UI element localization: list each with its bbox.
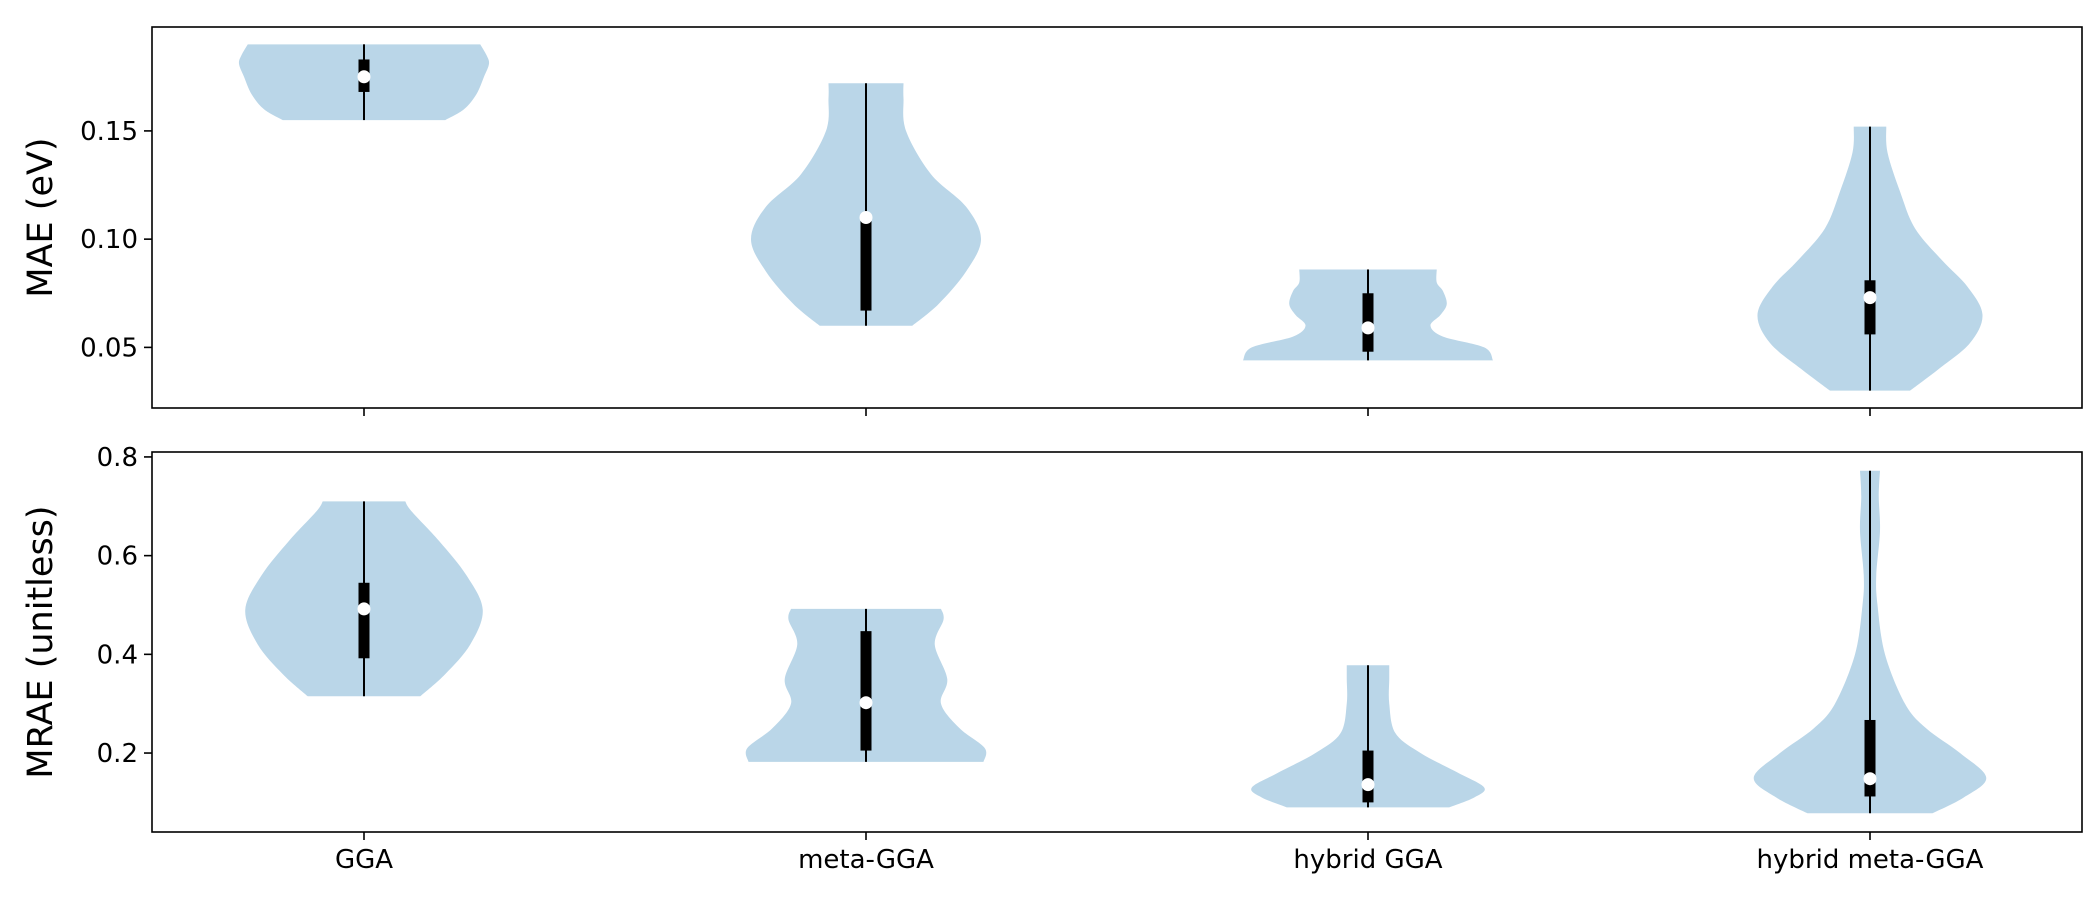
mrae-y-tick-label: 0.2 xyxy=(97,739,138,769)
mrae-median-point-hybrid-gga xyxy=(1361,778,1375,792)
mae-median-point-hybrid-gga xyxy=(1361,321,1375,335)
mrae-axes-frame xyxy=(151,451,2083,833)
mae-iqr-box-meta-gga xyxy=(860,217,872,311)
x-tick-label-gga: GGA xyxy=(335,845,393,875)
mae-y-tick-label: 0.15 xyxy=(80,117,138,147)
mrae-iqr-box-hybrid-gga xyxy=(1362,750,1374,803)
x-tick-label-hybrid-gga: hybrid GGA xyxy=(1293,845,1442,875)
mrae-median-point-gga xyxy=(357,602,371,616)
mae-axes-frame xyxy=(151,26,2083,409)
mrae-median-point-meta-gga xyxy=(859,696,873,710)
mrae-y-tick-label: 0.8 xyxy=(97,443,138,473)
mae-median-point-hybrid-meta-gga xyxy=(1863,291,1877,305)
mae-y-tick-label: 0.05 xyxy=(80,333,138,363)
mrae-y-tick-label: 0.6 xyxy=(97,542,138,572)
x-tick-label-hybrid-meta-gga: hybrid meta-GGA xyxy=(1757,845,1984,875)
mae-median-point-meta-gga xyxy=(859,211,873,224)
mae-y-axis-label: MAE (eV) xyxy=(21,137,61,297)
mae-median-point-gga xyxy=(357,70,371,84)
mrae-iqr-box-hybrid-meta-gga xyxy=(1864,719,1876,797)
mrae-iqr-box-meta-gga xyxy=(860,631,872,751)
mae-iqr-box-hybrid-meta-gga xyxy=(1864,280,1876,335)
x-tick-label-meta-gga: meta-GGA xyxy=(798,845,934,875)
mrae-panel: 0.2 0.4 0.6 0.8 GGA meta-GGA hybrid GGA hybrid … xyxy=(21,443,2083,875)
mrae-y-axis-label: MRAE (unitless) xyxy=(21,505,61,778)
mrae-y-tick-label: 0.4 xyxy=(97,640,138,670)
mae-y-tick-label: 0.10 xyxy=(80,225,138,255)
mae-panel: 0.05 0.10 0.15 MAE (eV) xyxy=(21,26,2083,416)
mrae-median-point-hybrid-meta-gga xyxy=(1863,772,1877,786)
mrae-iqr-box-gga xyxy=(358,582,370,659)
